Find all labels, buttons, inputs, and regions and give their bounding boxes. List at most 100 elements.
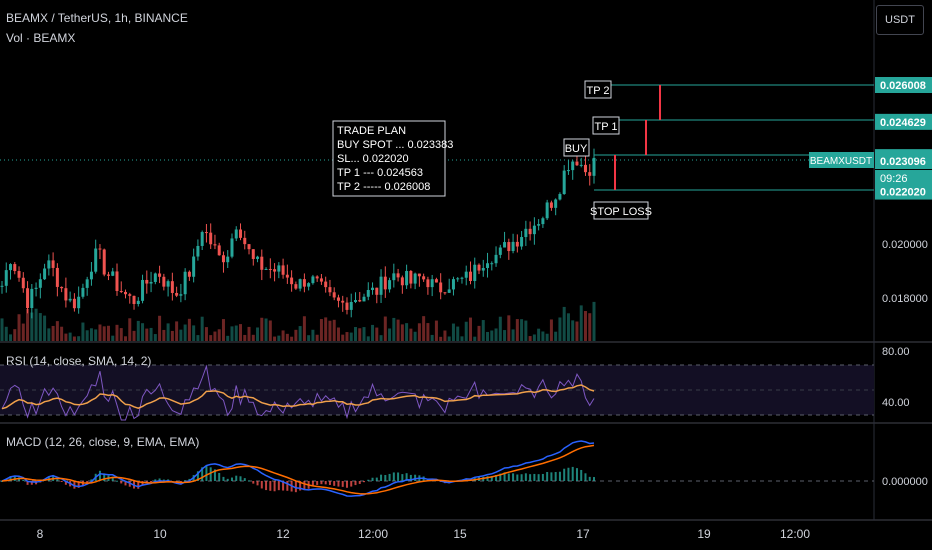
volume-bar [221, 319, 225, 341]
volume-bar [566, 313, 570, 341]
candle-body [307, 283, 311, 287]
candle-body [592, 157, 596, 176]
currency-button[interactable]: USDT [876, 5, 924, 35]
candle-body [477, 264, 481, 271]
candle-body [324, 281, 328, 288]
stoploss-label-box[interactable] [593, 201, 649, 220]
volume-bar [545, 333, 549, 341]
macd-histogram-bar [120, 481, 123, 484]
volume-bar [9, 334, 13, 341]
candle-body [247, 244, 251, 250]
candle-body [583, 164, 587, 173]
volume-bar [362, 327, 366, 341]
candle-body [426, 279, 430, 288]
candle-body [588, 172, 592, 176]
macd-histogram-bar [571, 466, 574, 481]
macd-histogram-bar [256, 481, 259, 486]
volume-bar [430, 334, 434, 341]
trade-plan-line: BUY SPOT ... 0.023383 [337, 139, 453, 151]
volume-bar [72, 336, 76, 341]
macd-signal-line [1, 444, 595, 495]
macd-histogram-bar [512, 473, 515, 481]
candle-body [239, 229, 243, 238]
volume-bar [196, 335, 200, 341]
candle-body [85, 279, 89, 288]
candle-body [145, 279, 149, 284]
candle-body [13, 264, 17, 272]
candle-body [187, 271, 191, 277]
macd-histogram-bar [563, 468, 566, 481]
volume-bar [388, 328, 392, 341]
price-label-bg [875, 113, 932, 130]
candle-body [170, 281, 174, 293]
trade-plan-text: TRADE PLAN BUY SPOT ... 0.023383 SL... 0.0… [337, 125, 453, 193]
trade-plan-line: TP 1 --- 0.024563 [337, 167, 423, 179]
macd-histogram-bar [593, 477, 595, 481]
volume-bar [145, 328, 149, 341]
rsi-tick: 40.00 [882, 397, 910, 409]
macd-histogram-bar [226, 478, 229, 481]
volume-bar [349, 332, 353, 341]
volume-bar [119, 328, 123, 341]
macd-histogram-bar [567, 467, 570, 481]
macd-histogram-bar [162, 479, 165, 481]
candle-body [64, 288, 68, 301]
buy-label-box[interactable] [563, 138, 590, 157]
candle-body [362, 296, 366, 302]
candle-body [30, 288, 34, 308]
macd-indicator [1, 440, 595, 497]
macd-histogram-bar [22, 479, 25, 481]
candle-body [430, 279, 434, 288]
macd-histogram-bar [524, 473, 527, 481]
candle-body [417, 273, 421, 277]
candle-body [149, 281, 153, 284]
trade-plan-box[interactable] [332, 120, 446, 197]
candle-body [77, 296, 81, 309]
macd-histogram-bar [380, 474, 383, 481]
volume-bar [541, 331, 545, 341]
candle-body [102, 249, 106, 275]
volume-bar [562, 306, 566, 341]
volume-bar [443, 330, 447, 341]
candle-body [328, 287, 332, 293]
volume-bar [520, 319, 524, 341]
macd-histogram-bar [584, 473, 587, 481]
candle-body [196, 245, 200, 257]
candle-body [209, 232, 213, 245]
tp2-label-box[interactable] [584, 80, 612, 99]
candle-body [349, 301, 353, 310]
candle-body [528, 228, 532, 235]
volume-bar [13, 329, 17, 341]
macd-histogram-bar [358, 481, 361, 484]
candle-body [311, 276, 315, 284]
candle-body [4, 270, 8, 286]
candle-body [451, 279, 455, 290]
volume-bar [17, 314, 21, 341]
candle-body [486, 263, 490, 268]
candle-body [9, 264, 13, 271]
macd-histogram-bar [26, 481, 29, 485]
rsi-indicator [1, 364, 595, 421]
macd-histogram-bar [550, 472, 553, 481]
volume-bar [51, 325, 55, 341]
volume-bar [371, 324, 375, 341]
tp1-label-box[interactable] [592, 116, 620, 135]
price-tick: 0.020000 [882, 239, 928, 251]
volume-bar [532, 334, 536, 341]
candle-body [558, 194, 562, 200]
volume-bar [64, 333, 68, 341]
volume-bar [383, 316, 387, 341]
time-tick: 8 [37, 527, 44, 541]
volume-bar [400, 324, 404, 341]
macd-histogram-bar [580, 469, 583, 481]
candle-body [124, 291, 128, 295]
price-tick: 0.018000 [882, 293, 928, 305]
macd-histogram-bar [533, 473, 536, 481]
volume-bar [106, 325, 110, 341]
volume-bar [273, 336, 277, 341]
macd-histogram-bar [311, 481, 314, 487]
macd-histogram-bar [375, 477, 378, 481]
macd-histogram-bar [397, 472, 400, 481]
macd-histogram-bar [588, 476, 591, 481]
